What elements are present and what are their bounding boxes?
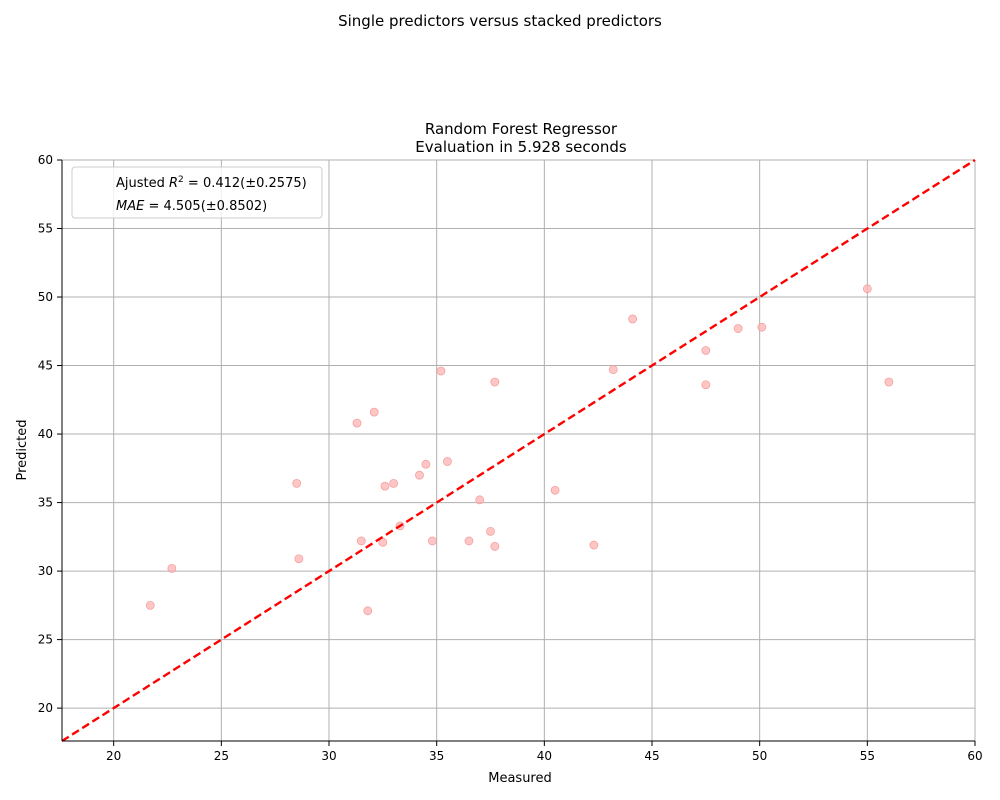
y-tick-label: 60	[38, 153, 53, 167]
data-point	[352, 418, 362, 428]
y-tick-label: 55	[38, 222, 53, 236]
data-points	[145, 284, 894, 616]
y-tick-label: 45	[38, 359, 53, 373]
data-point	[380, 481, 390, 491]
y-tick-label: 30	[38, 564, 53, 578]
figure-suptitle: Single predictors versus stacked predict…	[338, 12, 662, 30]
data-point	[363, 606, 373, 616]
grid	[62, 159, 976, 741]
data-point	[701, 380, 711, 390]
data-point	[628, 314, 638, 324]
data-point	[475, 495, 485, 505]
legend-mae-entry: MAE = 4.505(±0.8502)	[116, 199, 267, 214]
chart-title-line2: Evaluation in 5.928 seconds	[415, 138, 627, 156]
y-tick-label: 40	[38, 427, 53, 441]
legend-box	[71, 166, 323, 219]
data-point	[415, 470, 424, 480]
x-tick-label: 40	[537, 749, 552, 763]
y-axis-label: Predicted	[15, 419, 30, 480]
data-point	[294, 554, 304, 564]
x-tick-label: 60	[967, 749, 982, 763]
data-point	[757, 322, 767, 332]
reference-line-layer	[61, 158, 976, 743]
x-tick-label: 50	[752, 749, 767, 763]
data-point	[490, 377, 500, 387]
identity-reference-line	[61, 158, 976, 743]
x-tick-label: 35	[429, 749, 444, 763]
legend: Ajusted R2 = 0.412(±0.2575) MAE = 4.505(…	[71, 166, 323, 219]
data-point	[733, 324, 743, 333]
x-tick-label: 30	[321, 749, 336, 763]
x-tick-label: 45	[644, 749, 659, 763]
data-point	[884, 377, 894, 387]
x-tick-label: 20	[106, 749, 121, 763]
y-tick-label: 25	[38, 633, 53, 647]
y-tick-label: 50	[38, 290, 53, 304]
data-point	[550, 485, 560, 495]
axes	[61, 160, 975, 742]
data-point	[464, 536, 474, 546]
data-point	[145, 600, 155, 610]
data-point	[589, 540, 599, 550]
data-point	[427, 536, 437, 546]
data-point	[421, 459, 431, 469]
data-point	[378, 537, 388, 547]
legend-r2-entry: Ajusted R2 = 0.412(±0.2575)	[116, 175, 307, 191]
data-point	[356, 536, 366, 546]
tick-labels: 20 25 30 35 40 45 50 55 60 20 25 30 35 40 45 50 55 60	[38, 153, 983, 763]
data-point	[167, 563, 177, 573]
data-point	[486, 526, 495, 536]
data-point	[389, 478, 399, 488]
y-tick-label: 20	[38, 701, 53, 715]
legend-mae-value: = 4.505(±0.8502)	[144, 199, 267, 214]
legend-r2-value: = 0.412(±0.2575)	[184, 176, 307, 191]
y-tick-label: 35	[38, 496, 53, 510]
data-point	[862, 284, 872, 294]
x-axis-label: Measured	[488, 771, 552, 786]
data-point	[436, 366, 446, 376]
data-point	[443, 457, 452, 466]
data-point	[608, 365, 618, 375]
x-tick-label: 25	[214, 749, 229, 763]
legend-r2-prefix: Ajusted	[116, 176, 169, 191]
data-point	[490, 542, 500, 551]
data-point	[369, 407, 379, 417]
x-tick-label: 55	[860, 749, 875, 763]
data-point	[292, 478, 302, 488]
data-point	[701, 346, 711, 355]
chart-title-line1: Random Forest Regressor	[425, 120, 618, 138]
